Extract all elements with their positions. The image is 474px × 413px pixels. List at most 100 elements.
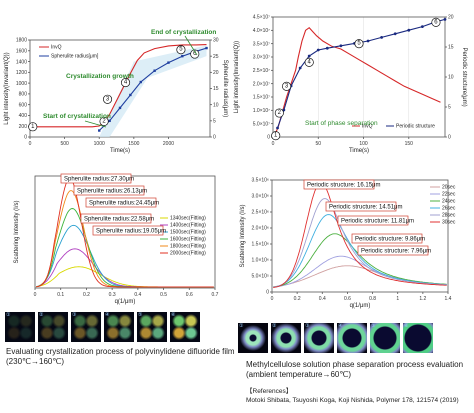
x-tick-label: 0.8 — [369, 296, 376, 302]
series-point — [298, 66, 302, 70]
periodic-box-label: Periodic structure: 16.15μm — [307, 183, 381, 189]
annotation-start: Start of phase separation — [305, 120, 378, 127]
x-tick-label: 0.6 — [186, 292, 193, 298]
series-line — [36, 266, 214, 288]
y-tick-label: 3.0×10⁷ — [253, 55, 270, 61]
periodic-box — [337, 215, 409, 226]
y-tick-label: 1000 — [16, 81, 27, 87]
y2-tick-label: 0 — [448, 135, 451, 141]
x-tick-label: 2000 — [163, 141, 174, 147]
y-tick-label: 0 — [24, 135, 27, 141]
y-tick-label: 400 — [19, 113, 28, 119]
series-point — [420, 25, 424, 28]
marker-circle — [282, 81, 292, 91]
series-line — [272, 26, 441, 138]
y-tick-label: 1.5×10⁶ — [252, 242, 270, 248]
periodic-box-label: Periodic structure: 14.51μm — [329, 205, 403, 211]
series-point — [325, 46, 329, 50]
x-tick-label: 0 — [271, 296, 274, 302]
micrograph-image: ① — [238, 323, 268, 353]
y-tick-label: 2.0×10⁷ — [253, 81, 270, 87]
series-point — [307, 54, 311, 58]
annotation-start: Start of crystallization — [43, 113, 111, 120]
micrograph-image: ⑤ — [370, 323, 400, 353]
y2-tick-label: 5 — [448, 105, 451, 111]
series-point — [108, 119, 111, 123]
micrograph-index: ③ — [72, 312, 77, 318]
legend-entry: 1340sec(Fitting) — [170, 216, 206, 222]
series-line — [273, 214, 447, 288]
series-point — [139, 80, 142, 84]
radius-box-label: Spherulite radius:26.13μm — [77, 189, 147, 195]
y-axis-label: Scattering Intensity (I/s) — [240, 204, 246, 267]
marker-circle — [271, 131, 281, 141]
marker-label: 6 — [193, 51, 197, 57]
x-tick-label: 0.3 — [109, 292, 116, 298]
y-tick-label: 800 — [19, 92, 28, 98]
x-tick-label: 1.2 — [419, 296, 426, 302]
x-tick-label: 0.6 — [344, 296, 351, 302]
radius-box — [60, 173, 132, 184]
y2-tick-label: 20 — [448, 15, 454, 21]
y-tick-label: 2.5×10⁶ — [252, 210, 270, 216]
series-point — [393, 32, 397, 36]
micrograph-index: ② — [272, 323, 277, 329]
radius-box-label: Spherulite radius:22.58μm — [84, 217, 154, 223]
x-tick-label: 1.4 — [445, 296, 452, 302]
legend-entry: 30sec — [442, 220, 456, 226]
y2-tick-label: 0 — [213, 135, 216, 141]
x-tick-label: 150 — [405, 141, 414, 147]
y2-tick-label: 30 — [213, 38, 219, 44]
x-axis-label: Time(s) — [349, 148, 369, 154]
x-tick-label: 0 — [272, 141, 275, 147]
legend-entry: 20sec — [442, 185, 456, 191]
caption-left: Evaluating crystallization process of po… — [6, 347, 236, 367]
x-tick-label: 1 — [396, 296, 399, 302]
series-point — [167, 61, 170, 64]
marker-label: 5 — [179, 47, 183, 53]
caption-left-line1: Evaluating crystallization process of po… — [6, 347, 235, 356]
legend-entry: 28sec — [442, 213, 456, 219]
y2-axis-label: Periodic structure(μm) — [461, 47, 467, 106]
caption-right-line1: Methylcellulose solution phase separatio… — [246, 360, 464, 369]
y2-tick-label: 10 — [448, 75, 454, 81]
x-tick-label: 0.2 — [294, 296, 301, 302]
radius-box-label: Spherulite radius:24.45μm — [89, 201, 159, 207]
series-point — [118, 106, 122, 110]
y-tick-label: 2.5×10⁷ — [253, 68, 270, 74]
micrograph-image: ② — [271, 323, 301, 353]
x-axis-label: Time(s) — [110, 148, 130, 154]
y-tick-label: 4.5×10⁷ — [253, 15, 270, 21]
micrograph-index: ④ — [338, 323, 343, 329]
x-axis-label: q(1/μm) — [115, 299, 136, 305]
legend-entry: 1400sec(Fitting) — [170, 223, 206, 229]
annotation-arrow — [84, 120, 107, 128]
series-point — [153, 69, 156, 72]
y-tick-label: 4.0×10⁷ — [253, 28, 270, 34]
series-point — [366, 39, 370, 43]
series-point — [316, 48, 320, 52]
caption-right-line2: (ambient temperature→60℃) — [246, 370, 352, 379]
x-tick-label: 100 — [359, 141, 368, 147]
references-title: 【References】 — [246, 388, 293, 395]
legend-entry: InvQ — [51, 45, 62, 51]
series-line — [276, 18, 446, 129]
series-point — [181, 54, 184, 58]
chart-br: 0 0.2 0.4 0.6 0.8 1 1.2 1.4 q(1/μm) 0 5.0×10⁵ 1.0×1… — [240, 178, 456, 309]
y-tick-label: 1.0×10⁶ — [252, 258, 270, 264]
series-line — [36, 177, 214, 288]
micrograph-image: ② — [38, 312, 68, 342]
x-tick-label: 1500 — [128, 141, 139, 147]
micrograph-image: ④ — [104, 312, 134, 342]
series-point — [407, 28, 411, 32]
micrograph-index: ⑥ — [404, 323, 409, 329]
marker-circle — [304, 57, 314, 67]
marker-label: 2 — [102, 118, 106, 124]
y-tick-label: 1200 — [16, 70, 27, 76]
y2-tick-label: 15 — [213, 86, 219, 92]
references-text: Motoki Shibata, Tsuyoshi Koga, Koji Nish… — [246, 397, 459, 404]
chart-tr: 0 50 100 150Time(s)05.0×10⁷1.0×10⁷1.5×10⁷2.… — [234, 15, 467, 154]
y-tick-label: 5.0×10⁵ — [251, 274, 269, 280]
legend-entry: 22sec — [442, 192, 456, 198]
